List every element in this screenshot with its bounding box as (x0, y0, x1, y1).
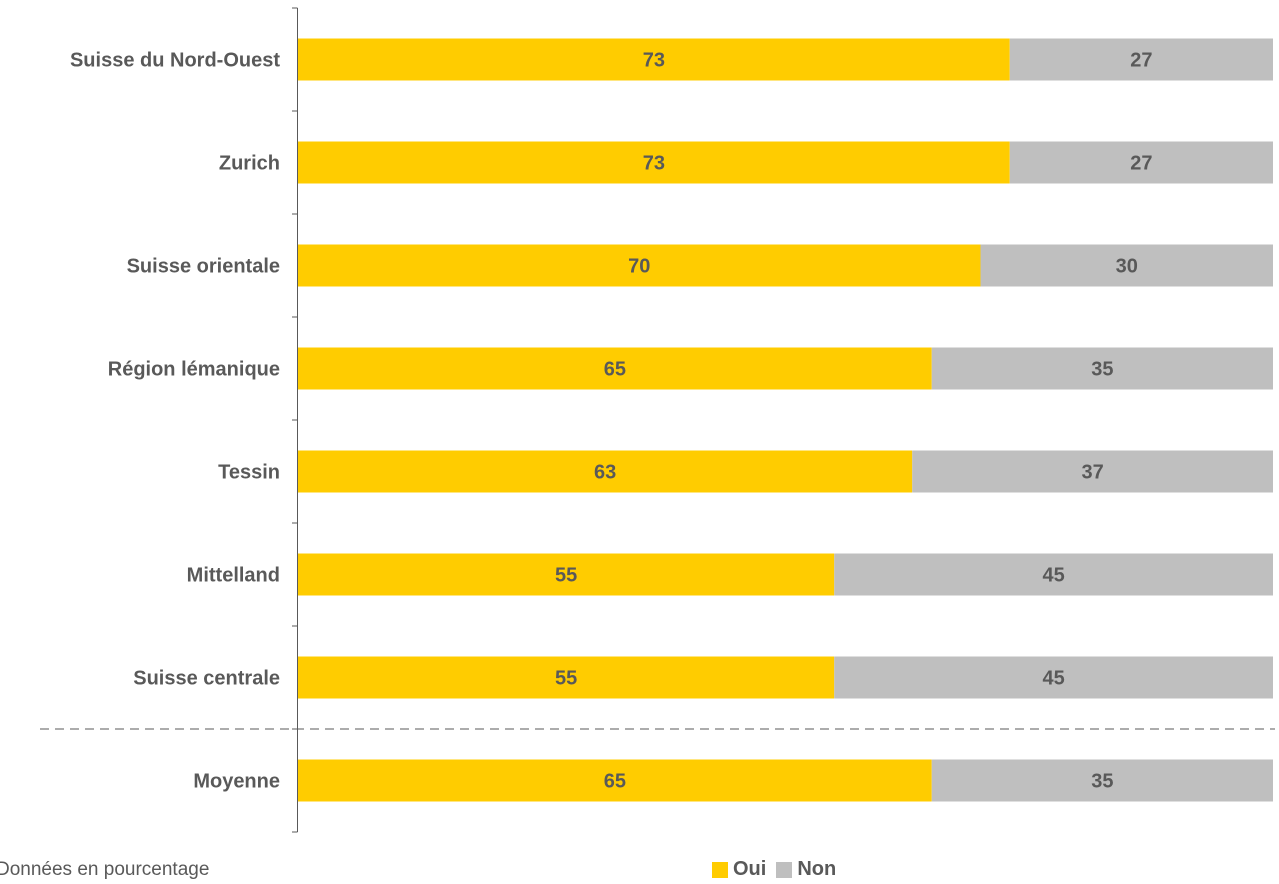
bar-non-mittelland (834, 553, 1273, 596)
legend-swatch-non (776, 861, 793, 878)
labels-layer: 73 27 73 27 70 30 65 35 63 37 55 45 55 45 65 35 (555, 50, 1153, 793)
category-axis: Suisse du Nord-Ouest Zurich Suisse orienta… (40, 7, 1275, 833)
data-label-non-moyenne: 35 (1091, 771, 1113, 793)
legend-item-non: Non (776, 858, 836, 881)
data-label-oui-mittelland: 55 (555, 565, 577, 587)
data-label-non-zurich: 27 (1130, 153, 1152, 175)
bar-non-suisse-orientale (980, 244, 1273, 287)
legend: Oui Non (712, 858, 846, 881)
footnote: Données en pourcentage (0, 859, 210, 880)
data-label-oui-moyenne: 65 (604, 771, 626, 793)
category-label-moyenne: Moyenne (193, 771, 280, 793)
category-label-tessin: Tessin (218, 462, 280, 484)
bar-oui-moyenne (298, 759, 932, 802)
data-label-non-suisse-du-nord-ouest: 27 (1130, 50, 1152, 72)
bar-oui-region-lemanique (298, 347, 932, 390)
data-label-non-suisse-centrale: 45 (1043, 668, 1065, 690)
bars-layer (298, 38, 1273, 802)
data-label-non-tessin: 37 (1082, 462, 1104, 484)
bar-oui-suisse-du-nord-ouest (298, 38, 1010, 81)
bar-non-suisse-du-nord-ouest (1009, 38, 1273, 81)
legend-swatch-oui (712, 861, 728, 878)
bar-oui-zurich (298, 141, 1010, 184)
bar-non-region-lemanique (931, 347, 1273, 390)
data-label-oui-tessin: 63 (594, 462, 616, 484)
data-label-oui-zurich: 73 (643, 153, 665, 175)
bar-non-moyenne (931, 759, 1273, 802)
category-label-suisse-orientale: Suisse orientale (127, 256, 280, 278)
bar-oui-suisse-orientale (298, 244, 981, 287)
bar-non-zurich (1009, 141, 1273, 184)
category-label-suisse-centrale: Suisse centrale (133, 668, 280, 690)
data-label-oui-suisse-orientale: 70 (628, 256, 650, 278)
bar-non-suisse-centrale (834, 656, 1273, 699)
data-label-oui-region-lemanique: 65 (604, 359, 626, 381)
bar-oui-mittelland (298, 553, 835, 596)
bar-oui-tessin (298, 450, 913, 493)
bar-non-tessin (912, 450, 1273, 493)
data-label-non-suisse-orientale: 30 (1116, 256, 1138, 278)
category-label-region-lemanique: Région lémanique (108, 359, 280, 381)
legend-label-non: Non (797, 858, 837, 880)
legend-label-oui: Oui (733, 858, 767, 880)
data-label-oui-suisse-du-nord-ouest: 73 (643, 50, 665, 72)
data-label-non-mittelland: 45 (1043, 565, 1065, 587)
category-label-mittelland: Mittelland (187, 565, 280, 587)
category-label-zurich: Zurich (219, 153, 280, 175)
data-label-non-region-lemanique: 35 (1091, 359, 1113, 381)
legend-item-oui: Oui (712, 858, 766, 881)
bar-oui-suisse-centrale (298, 656, 835, 699)
category-label-suisse-du-nord-ouest: Suisse du Nord-Ouest (70, 50, 280, 72)
data-label-oui-suisse-centrale: 55 (555, 668, 577, 690)
